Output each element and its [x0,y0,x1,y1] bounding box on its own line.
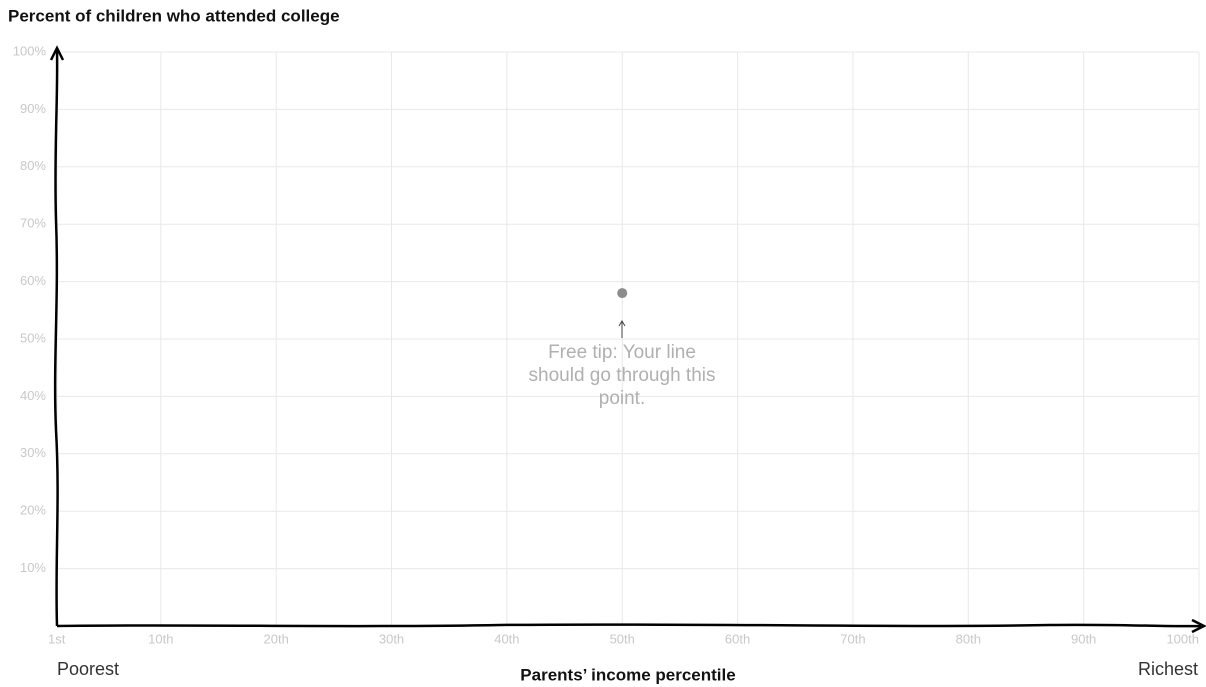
x-axis-title: Parents’ income percentile [520,665,735,684]
richest-label: Richest [1138,659,1198,679]
x-tick-label: 60th [725,631,750,646]
x-tick-label: 50th [610,631,635,646]
y-tick-label: 50% [20,330,46,345]
x-tick-label: 40th [494,631,519,646]
y-tick-label: 100% [13,43,47,58]
x-tick-label: 100th [1166,631,1199,646]
x-tick-label: 20th [264,631,289,646]
y-axis [53,49,59,627]
y-tick-label: 60% [20,273,46,288]
y-tick-label: 90% [20,101,46,116]
y-tick-label: 40% [20,388,46,403]
y-tick-label: 80% [20,158,46,173]
y-tick-label: 20% [20,503,46,518]
x-tick-label: 1st [48,631,66,646]
x-tick-label: 90th [1071,631,1096,646]
x-tick-label: 80th [956,631,981,646]
x-tick-label: 70th [840,631,865,646]
x-tick-label: 10th [148,631,173,646]
data-point [617,288,628,299]
annotation: Free tip: Your line should go through th… [528,342,716,409]
x-tick-label: 30th [379,631,404,646]
poorest-label: Poorest [57,659,119,679]
y-tick-label: 70% [20,216,46,231]
y-tick-label: 10% [20,560,46,575]
y-axis-arrow [49,45,65,61]
annotation-arrowhead [618,320,626,327]
chart-title: Percent of children who attended college [8,6,340,25]
grid-layer [56,51,1200,626]
y-tick-label: 30% [20,445,46,460]
x-axis [56,623,1203,628]
x-axis-arrow [1191,618,1206,634]
